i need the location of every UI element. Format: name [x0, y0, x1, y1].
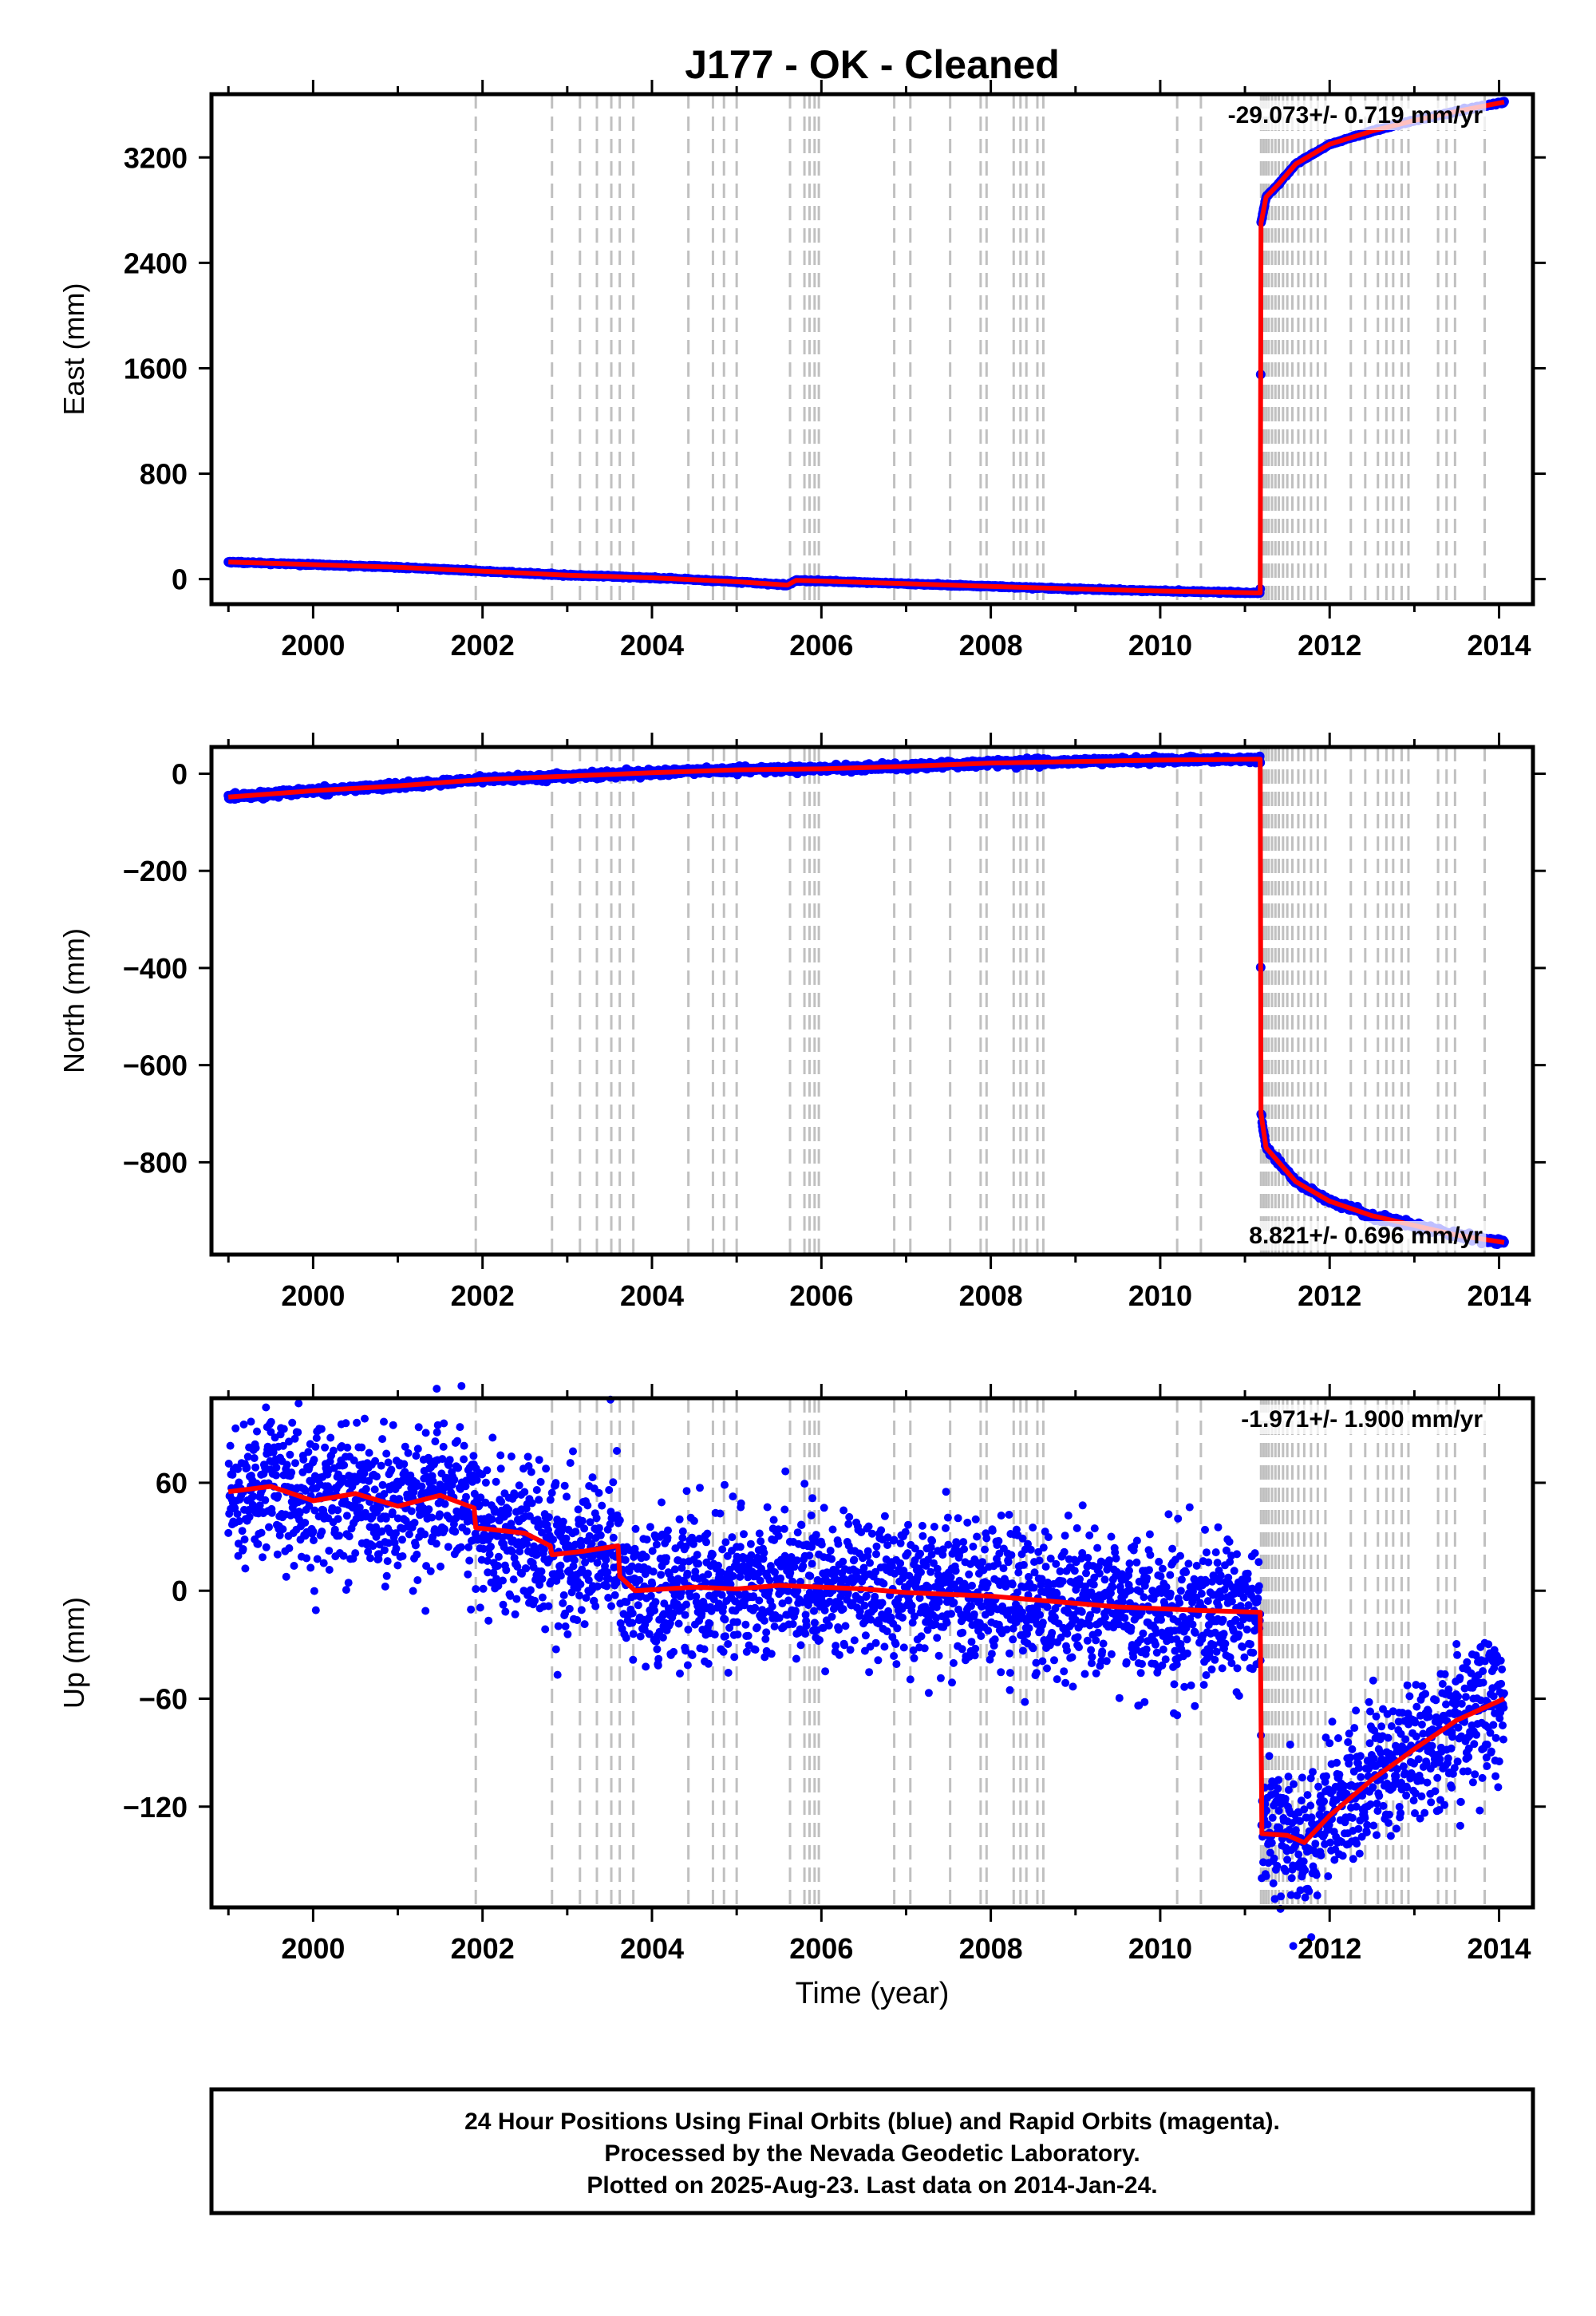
north-panel: 2000 2002 2004 2006 2008 2010 2012 2014−800−600…: [57, 733, 1546, 1312]
x-tick-label: 2010: [1128, 629, 1192, 662]
north-plot-background: [211, 747, 1533, 1255]
east-step-lines: [474, 94, 1486, 604]
y-tick-label: 3200: [124, 141, 188, 174]
y-tick-label: 2400: [124, 247, 188, 279]
east-plot-background: [211, 94, 1533, 604]
east-y-axis-label: East (mm): [57, 283, 90, 416]
x-tick-label: 2004: [620, 629, 684, 662]
figure-title: J177 - OK - Cleaned: [685, 42, 1060, 87]
y-tick-label: 0: [172, 563, 188, 596]
y-tick-label: 1600: [124, 352, 188, 385]
x-tick-label: 2008: [959, 629, 1023, 662]
x-tick-label: 2012: [1298, 629, 1361, 662]
x-tick-label: 2002: [451, 629, 515, 662]
x-tick-label: 2000: [281, 629, 345, 662]
y-tick-label: 800: [140, 458, 188, 491]
x-tick-label: 2006: [789, 629, 853, 662]
east-rate-label: -29.073+/- 0.719 mm/yr: [1228, 102, 1483, 128]
x-tick-label: 2014: [1467, 629, 1531, 662]
east-panel: 2000 2002 2004 2006 2008 2010 2012 2014 0 800 1600…: [57, 80, 1546, 662]
